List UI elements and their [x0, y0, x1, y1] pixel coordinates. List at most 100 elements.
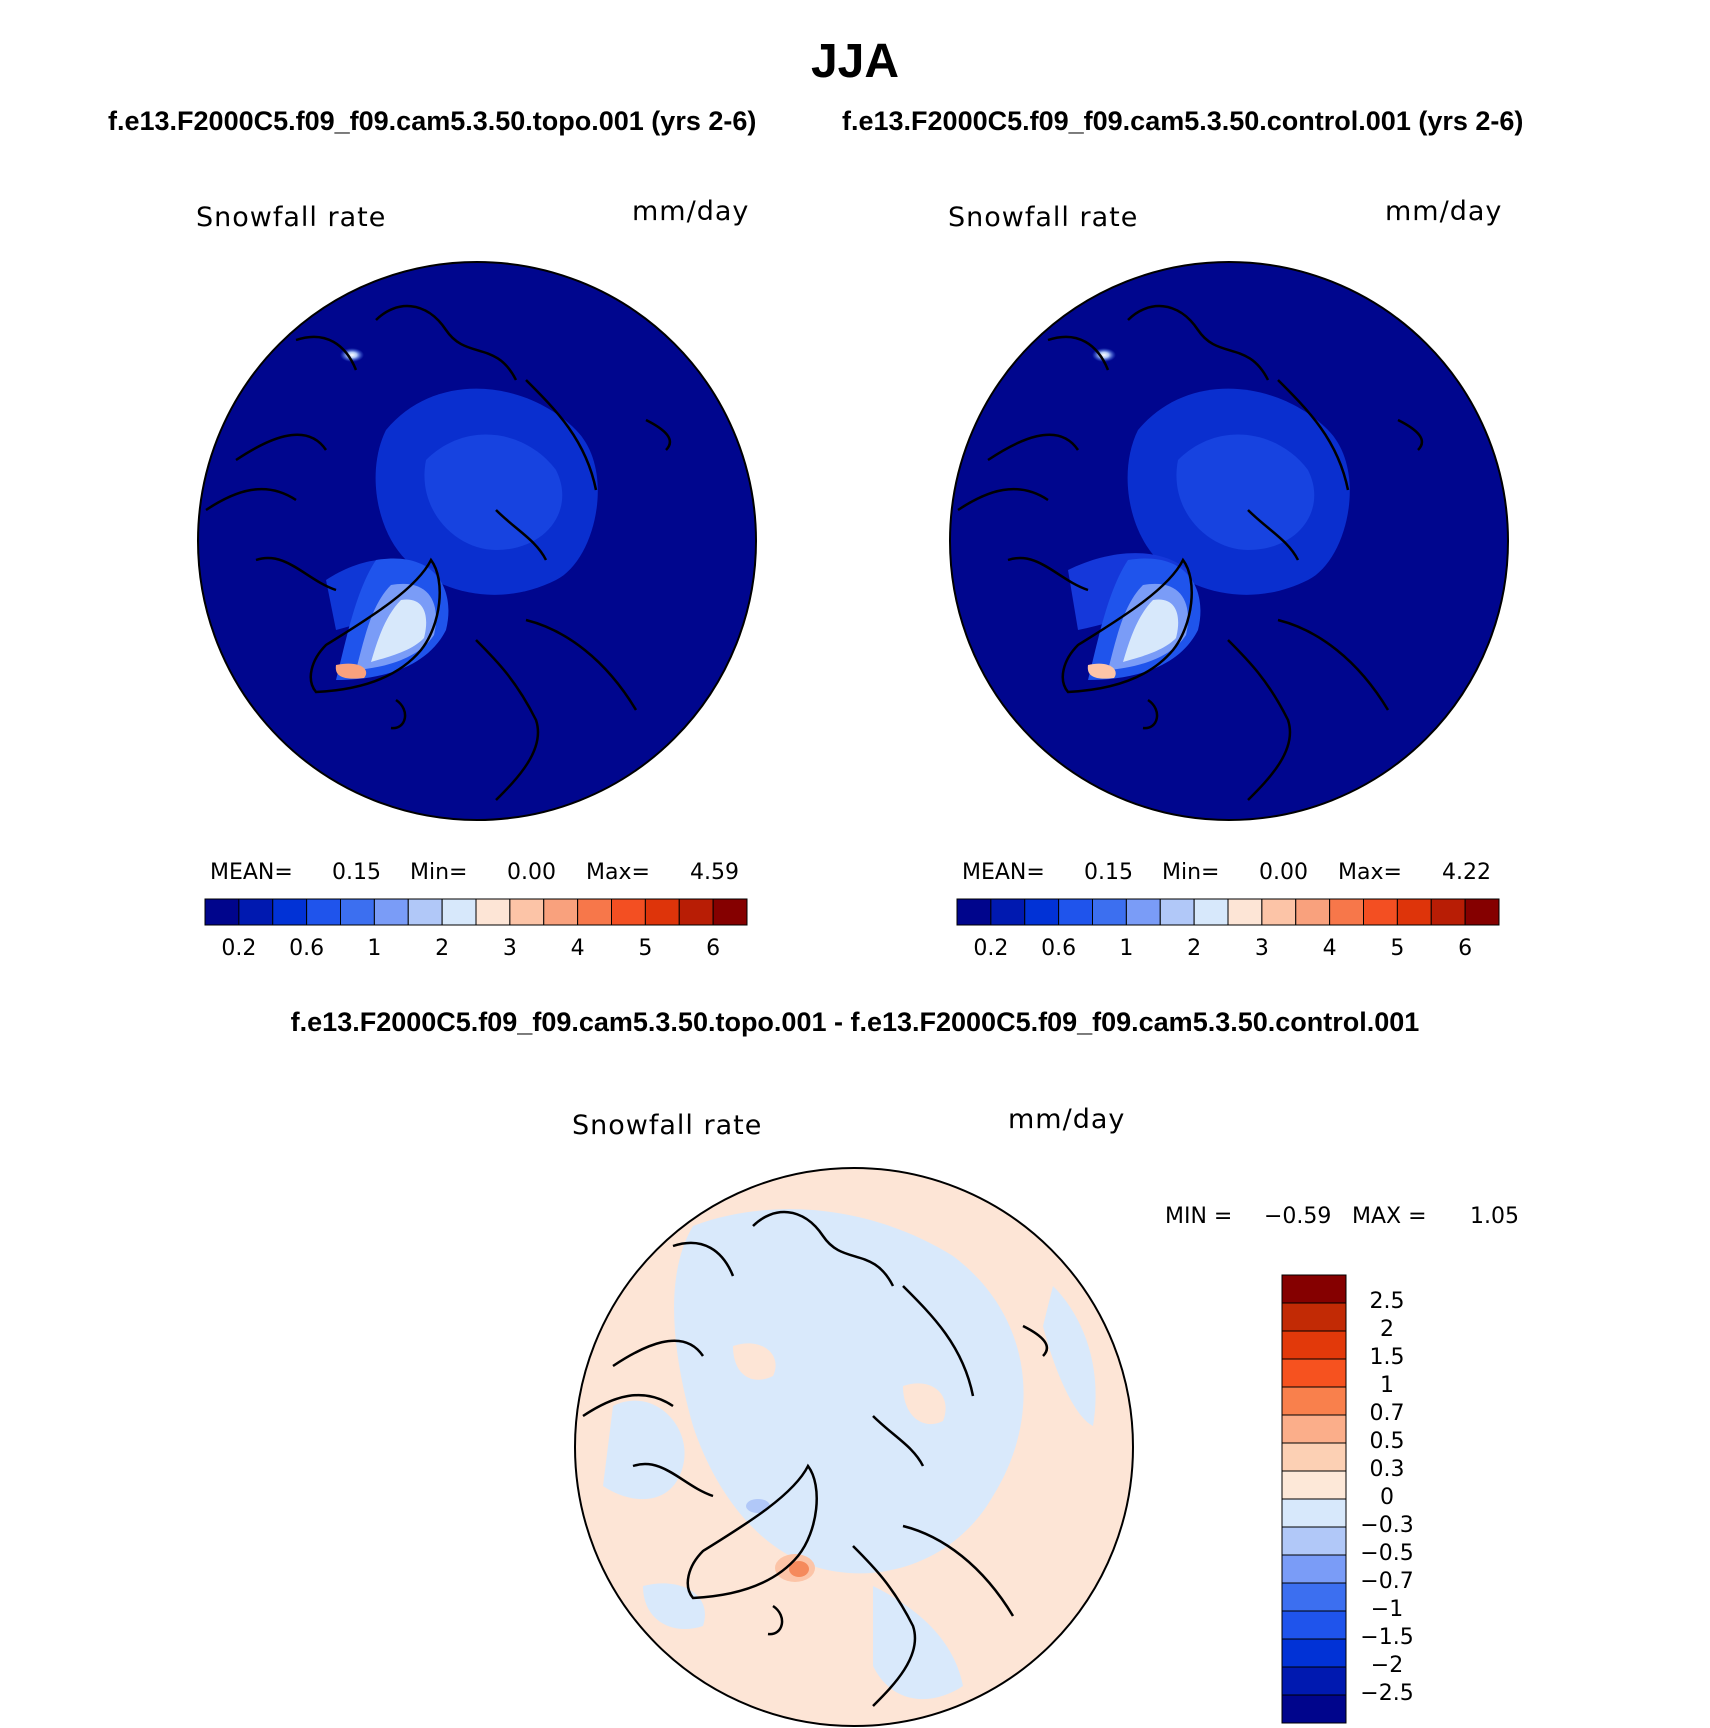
panel-b-min-value: 0.00	[1259, 860, 1308, 885]
panel-b-mean-value: 0.15	[1084, 860, 1133, 885]
diff-colorbar-tick-label: 0	[1380, 1485, 1394, 1510]
panel-b-colorbar-tick-label: 2	[1187, 936, 1202, 961]
panel-a-colorbar-swatch	[407, 898, 443, 926]
diff-min-value: −0.59	[1264, 1204, 1332, 1229]
panel-b-colorbar-swatch	[1430, 898, 1466, 926]
diff-colorbar-swatch	[1281, 1358, 1347, 1388]
diff-colorbar-swatch	[1281, 1386, 1347, 1416]
panel-a-variable-label: Snowfall rate	[196, 202, 387, 233]
panel-b-max-label: Max=	[1338, 860, 1402, 885]
diff-colorbar-tick-label: −2	[1370, 1653, 1404, 1678]
panel-b-units-label: mm/day	[1385, 196, 1503, 227]
diff-colorbar-tick-label: 0.3	[1369, 1457, 1405, 1482]
diff-max-label: MAX =	[1352, 1204, 1427, 1229]
diff-colorbar-swatch	[1281, 1442, 1347, 1472]
diff-min-label: MIN =	[1165, 1204, 1233, 1229]
diff-colorbar-swatch	[1281, 1610, 1347, 1640]
panel-a-mean-value: 0.15	[332, 860, 381, 885]
panel-b-variable-label: Snowfall rate	[948, 202, 1139, 233]
panel-b-colorbar-swatch	[956, 898, 992, 926]
diff-colorbar-swatch	[1281, 1554, 1347, 1584]
panel-a-colorbar-swatch	[340, 898, 375, 926]
panel-a-mean-label: MEAN=	[210, 860, 293, 885]
panel-a-max-value: 4.59	[690, 860, 739, 885]
panel-b-polar-map	[949, 261, 1509, 821]
panel-a-polar-map	[197, 261, 757, 821]
panel-b-min-label: Min=	[1162, 860, 1220, 885]
panel-a-units-label: mm/day	[632, 196, 750, 227]
greenland-coastline	[309, 557, 441, 694]
diff-colorbar-swatch	[1281, 1526, 1347, 1556]
diff-colorbar-tick-label: 0.5	[1369, 1429, 1405, 1454]
panel-a-colorbar-swatch	[712, 898, 748, 926]
diff-colorbar-swatch	[1281, 1302, 1347, 1332]
panel-b-max-value: 4.22	[1442, 860, 1491, 885]
diff-colorbar-tick-label: 2	[1380, 1317, 1394, 1342]
panel-b-colorbar-swatch	[1329, 898, 1364, 926]
panel-b-colorbar-tick-label: 0.2	[973, 936, 1009, 961]
panel-a-subtitle: f.e13.F2000C5.f09_f09.cam5.3.50.topo.001…	[108, 106, 757, 136]
panel-a-colorbar-tick-label: 4	[570, 936, 585, 961]
panel-b-colorbar-swatch	[1092, 898, 1127, 926]
diff-colorbar-swatch	[1281, 1274, 1347, 1304]
negative-anomaly-region	[674, 1209, 1024, 1574]
diff-colorbar-swatch	[1281, 1694, 1347, 1724]
diff-colorbar-tick-label: −2.5	[1360, 1681, 1414, 1706]
panel-a-min-value: 0.00	[507, 860, 556, 885]
panel-b-colorbar-swatch	[1125, 898, 1161, 926]
panel-a-min-label: Min=	[410, 860, 468, 885]
difference-title: f.e13.F2000C5.f09_f09.cam5.3.50.topo.001…	[290, 1007, 1420, 1037]
diff-colorbar-swatch	[1281, 1330, 1347, 1360]
panel-b-colorbar-swatch	[1227, 898, 1263, 926]
diff-colorbar-tick-label: 0.7	[1369, 1401, 1405, 1426]
panel-a-colorbar-swatch	[678, 898, 714, 926]
diff-colorbar-labels: 2.5 2 1.5 1 0.7 0.5 0.3 0 −0.3 −0.5 −0.7 −1 −1.5 −2 −2…	[1352, 1274, 1472, 1724]
diff-colorbar-tick-label: −0.3	[1360, 1513, 1414, 1538]
diff-colorbar-tick-label: −0.5	[1360, 1541, 1414, 1566]
panel-b-subtitle: f.e13.F2000C5.f09_f09.cam5.3.50.control.…	[842, 106, 1524, 136]
panel-b-colorbar-swatch	[1363, 898, 1398, 926]
diff-colorbar-swatch	[1281, 1470, 1347, 1500]
panel-a-colorbar-tick-label: 5	[638, 936, 653, 961]
panel-a-colorbar-swatch	[238, 898, 274, 926]
panel-a-colorbar-swatch	[272, 898, 308, 926]
panel-a-colorbar-swatch	[611, 898, 646, 926]
diff-colorbar	[1281, 1274, 1347, 1724]
diff-colorbar-tick-label: −1	[1370, 1597, 1404, 1622]
panel-a-colorbar	[204, 898, 748, 926]
panel-b-colorbar-tick-label: 0.6	[1041, 936, 1077, 961]
diff-colorbar-tick-label: 2.5	[1369, 1289, 1405, 1314]
panel-b-colorbar-swatch	[990, 898, 1026, 926]
panel-b-colorbar-tick-label: 3	[1254, 936, 1269, 961]
panel-b-colorbar-swatch	[1261, 898, 1297, 926]
coastlines	[205, 304, 672, 801]
panel-a-colorbar-tick-label: 0.6	[289, 936, 325, 961]
panel-a-colorbar-tick-label: 3	[502, 936, 517, 961]
panel-a-colorbar-swatch	[204, 898, 240, 926]
panel-a-colorbar-swatch	[475, 898, 511, 926]
panel-a-colorbar-swatch	[306, 898, 341, 926]
panel-a-colorbar-swatch	[577, 898, 612, 926]
diff-colorbar-swatch	[1281, 1582, 1347, 1612]
panel-b-colorbar	[956, 898, 1500, 926]
diff-colorbar-tick-label: −0.7	[1360, 1569, 1414, 1594]
diff-colorbar-tick-label: −1.5	[1360, 1625, 1414, 1650]
panel-b-colorbar-swatch	[1396, 898, 1432, 926]
diff-colorbar-swatch	[1281, 1498, 1347, 1528]
panel-b-colorbar-swatch	[1193, 898, 1229, 926]
panel-a-colorbar-tick-label: 2	[435, 936, 450, 961]
diff-colorbar-tick-label: 1	[1380, 1373, 1394, 1398]
panel-b-colorbar-swatch	[1295, 898, 1331, 926]
panel-a-colorbar-tick-label: 6	[706, 936, 721, 961]
panel-b-colorbar-tick-label: 6	[1458, 936, 1473, 961]
panel-a-colorbar-swatch	[543, 898, 579, 926]
panel-a-colorbar-swatch	[373, 898, 409, 926]
panel-a-colorbar-swatch	[644, 898, 680, 926]
diff-colorbar-swatch	[1281, 1666, 1347, 1696]
panel-a-max-label: Max=	[586, 860, 650, 885]
panel-b-colorbar-swatch	[1159, 898, 1195, 926]
panel-b-colorbar-tick-label: 5	[1390, 936, 1405, 961]
panel-a-colorbar-tick-label: 0.2	[221, 936, 257, 961]
diff-variable-label: Snowfall rate	[572, 1110, 763, 1141]
diff-polar-map	[574, 1167, 1134, 1727]
